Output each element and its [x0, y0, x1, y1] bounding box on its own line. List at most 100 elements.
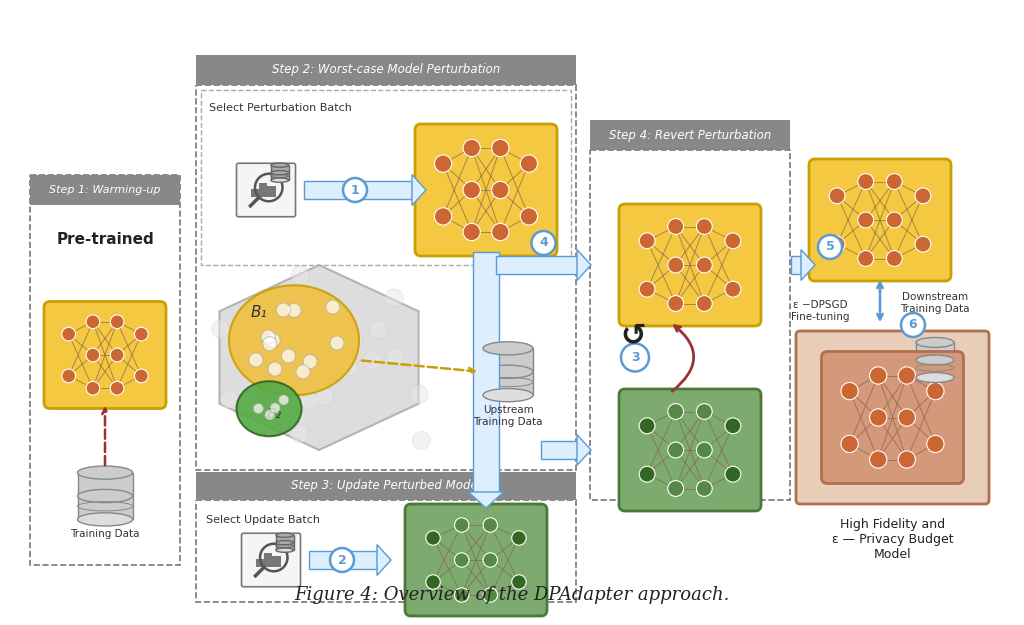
- Ellipse shape: [483, 342, 534, 355]
- Bar: [256, 559, 264, 568]
- Circle shape: [282, 349, 296, 363]
- Circle shape: [898, 409, 915, 426]
- Circle shape: [887, 251, 902, 266]
- Circle shape: [639, 418, 655, 434]
- Circle shape: [301, 392, 319, 410]
- Circle shape: [426, 531, 440, 545]
- Text: Select Update Batch: Select Update Batch: [206, 515, 319, 525]
- Circle shape: [639, 281, 655, 297]
- Polygon shape: [377, 544, 391, 576]
- Circle shape: [265, 410, 274, 420]
- FancyBboxPatch shape: [618, 204, 761, 326]
- FancyBboxPatch shape: [406, 504, 547, 616]
- Text: Training Data: Training Data: [71, 529, 139, 539]
- Circle shape: [282, 349, 300, 368]
- FancyBboxPatch shape: [796, 331, 989, 504]
- Circle shape: [639, 466, 655, 482]
- Circle shape: [281, 412, 298, 431]
- Circle shape: [86, 381, 99, 395]
- Circle shape: [268, 347, 286, 365]
- Circle shape: [330, 548, 354, 572]
- Circle shape: [261, 330, 275, 344]
- Polygon shape: [219, 265, 419, 450]
- Circle shape: [621, 344, 649, 371]
- Ellipse shape: [916, 372, 954, 382]
- Ellipse shape: [916, 338, 954, 348]
- Circle shape: [725, 466, 740, 482]
- Bar: [196, 500, 575, 602]
- FancyBboxPatch shape: [618, 389, 761, 511]
- Circle shape: [829, 188, 845, 204]
- Bar: [473, 252, 499, 492]
- FancyBboxPatch shape: [809, 159, 951, 281]
- Circle shape: [696, 442, 713, 458]
- Circle shape: [696, 257, 713, 273]
- Circle shape: [296, 365, 310, 379]
- Circle shape: [237, 339, 254, 357]
- Ellipse shape: [78, 466, 132, 479]
- Circle shape: [411, 386, 428, 404]
- Circle shape: [240, 396, 258, 414]
- Text: Step 1: Warming-up: Step 1: Warming-up: [49, 185, 161, 195]
- Circle shape: [841, 382, 858, 400]
- Bar: [271, 165, 289, 180]
- Circle shape: [818, 235, 842, 259]
- FancyBboxPatch shape: [415, 124, 557, 256]
- Circle shape: [696, 481, 713, 496]
- Circle shape: [869, 451, 887, 468]
- Circle shape: [887, 212, 902, 228]
- Circle shape: [858, 212, 873, 228]
- Ellipse shape: [275, 548, 294, 552]
- Text: Downstream
Training Data: Downstream Training Data: [900, 292, 970, 314]
- Circle shape: [291, 266, 309, 284]
- Circle shape: [455, 588, 469, 602]
- Circle shape: [263, 337, 276, 351]
- Circle shape: [276, 303, 290, 317]
- FancyBboxPatch shape: [237, 163, 296, 217]
- FancyBboxPatch shape: [44, 301, 166, 409]
- Bar: [201, 90, 571, 265]
- Circle shape: [331, 307, 348, 325]
- Bar: [30, 175, 180, 565]
- Circle shape: [668, 219, 684, 234]
- Circle shape: [915, 236, 931, 252]
- Circle shape: [927, 435, 944, 452]
- Circle shape: [696, 219, 713, 234]
- Circle shape: [898, 451, 915, 468]
- Circle shape: [696, 404, 713, 419]
- Circle shape: [134, 328, 148, 341]
- Ellipse shape: [78, 489, 132, 502]
- Circle shape: [212, 320, 229, 338]
- Text: Upstream
Training Data: Upstream Training Data: [473, 405, 543, 427]
- Circle shape: [253, 404, 263, 414]
- Circle shape: [326, 314, 344, 332]
- Text: 1: 1: [350, 184, 359, 196]
- Circle shape: [725, 418, 740, 434]
- Circle shape: [271, 319, 290, 337]
- Circle shape: [520, 155, 538, 172]
- Circle shape: [668, 296, 684, 311]
- Circle shape: [300, 328, 317, 346]
- Circle shape: [869, 367, 887, 384]
- Bar: [275, 535, 294, 550]
- Bar: [791, 256, 801, 274]
- Circle shape: [434, 155, 452, 172]
- Ellipse shape: [483, 365, 534, 378]
- Bar: [916, 342, 954, 377]
- Circle shape: [696, 296, 713, 311]
- Ellipse shape: [271, 171, 289, 175]
- Ellipse shape: [78, 512, 132, 526]
- Circle shape: [492, 223, 509, 241]
- Text: 6: 6: [908, 319, 918, 331]
- Circle shape: [901, 313, 925, 337]
- Circle shape: [463, 223, 480, 241]
- Circle shape: [455, 518, 469, 532]
- Circle shape: [668, 257, 684, 273]
- Bar: [196, 472, 575, 500]
- Circle shape: [279, 395, 289, 405]
- Circle shape: [61, 369, 76, 382]
- Text: 3: 3: [631, 351, 639, 364]
- Circle shape: [268, 362, 282, 376]
- Circle shape: [220, 390, 239, 408]
- Polygon shape: [801, 249, 815, 281]
